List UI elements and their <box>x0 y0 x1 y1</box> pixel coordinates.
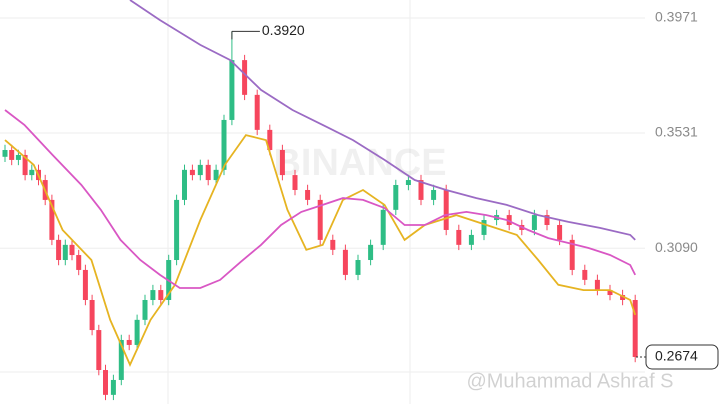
candle-body <box>569 239 575 270</box>
candle-body <box>607 290 613 296</box>
candle-body <box>62 244 68 261</box>
candle-body <box>418 180 424 200</box>
candle-body <box>76 255 82 270</box>
candle-body <box>29 169 35 176</box>
candle-body <box>213 169 219 181</box>
candle-body <box>118 339 124 380</box>
candle-body <box>292 175 298 190</box>
candle-body <box>305 189 311 200</box>
candle-body <box>142 299 148 320</box>
candle-body <box>342 249 348 275</box>
candle-body <box>544 215 550 225</box>
watermark: BINANCE <box>273 142 446 184</box>
y-tick-label: 0.3971 <box>655 9 698 25</box>
candle-body <box>380 209 386 245</box>
candle-body <box>431 189 437 200</box>
candle-body <box>582 269 588 280</box>
candle-body <box>15 154 21 160</box>
candle-body <box>229 60 235 120</box>
candle-body <box>242 60 248 95</box>
candle-body <box>150 290 156 300</box>
candle-body <box>393 185 399 210</box>
candle-body <box>594 279 600 291</box>
candle-body <box>267 129 273 150</box>
candle-body <box>506 215 512 225</box>
moving-average <box>129 0 636 241</box>
candle-body <box>49 199 55 240</box>
candle-body <box>355 260 361 275</box>
candle-body <box>174 199 180 261</box>
candle-body <box>557 224 563 240</box>
candle-body <box>481 220 487 235</box>
candle-body <box>531 215 537 230</box>
candle-body <box>221 119 227 170</box>
candle-body <box>9 149 15 160</box>
candle-body <box>197 164 203 176</box>
candle-body <box>405 180 411 186</box>
candle-body <box>189 169 195 176</box>
y-tick-label: 0.3531 <box>655 124 698 140</box>
candle-body <box>632 299 638 357</box>
candle-body <box>103 370 108 395</box>
candle-body <box>158 290 164 300</box>
max-label: 0.3920 <box>262 22 305 38</box>
candle-body <box>330 239 336 250</box>
candle-body <box>96 330 102 371</box>
candle-body <box>443 189 449 230</box>
candle-body <box>456 229 462 245</box>
moving-average <box>4 134 637 367</box>
candle-body <box>126 339 132 345</box>
candle-body <box>2 149 8 157</box>
moving-average <box>4 109 637 289</box>
candle-body <box>468 234 474 245</box>
candle-body <box>368 244 374 261</box>
candle-body <box>182 169 187 200</box>
last-price-box <box>645 344 719 370</box>
candle-body <box>254 94 260 130</box>
candle-body <box>279 149 285 176</box>
watermark: @Muhammad Ashraf S <box>466 370 673 392</box>
candle-body <box>69 244 75 256</box>
candle-body <box>205 164 211 181</box>
candle-body <box>620 295 626 300</box>
candle-body <box>82 269 88 300</box>
candle-body <box>134 319 140 345</box>
last-price-label: 0.2674 <box>655 348 698 364</box>
y-tick-label: 0.3090 <box>655 239 698 255</box>
candle-body <box>110 379 116 395</box>
candle-body <box>22 154 28 176</box>
candle-body <box>89 299 95 331</box>
candle-body <box>317 199 323 240</box>
candle-body <box>56 239 62 261</box>
